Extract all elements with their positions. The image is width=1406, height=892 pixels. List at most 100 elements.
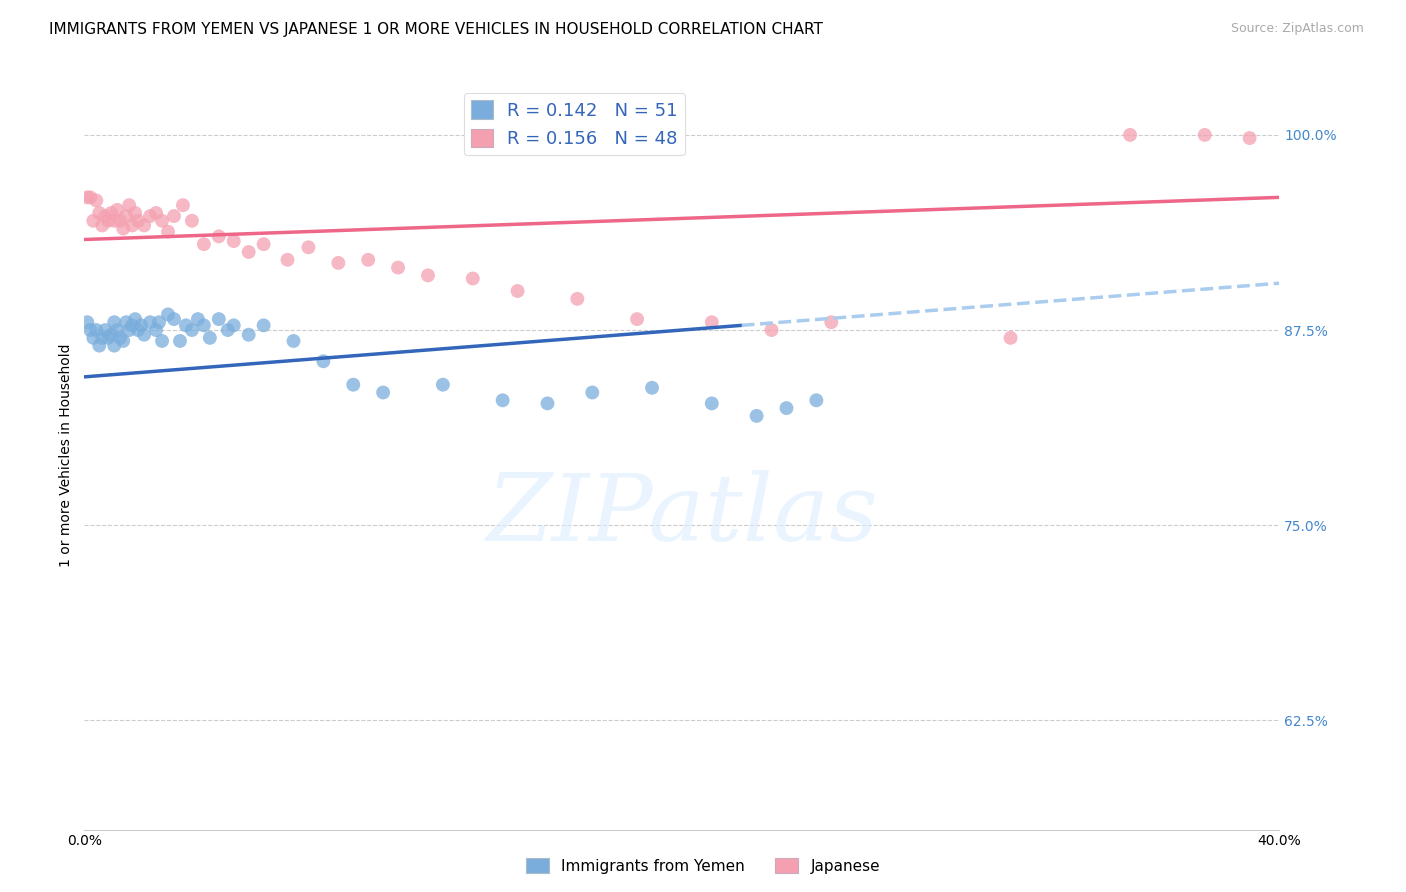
- Point: [89, 338, 111, 352]
- Point: [94, 209, 117, 223]
- Point: [432, 377, 454, 392]
- Point: [157, 307, 180, 321]
- Point: [373, 385, 395, 400]
- Point: [148, 315, 170, 329]
- Point: [169, 334, 191, 348]
- Point: [312, 354, 335, 368]
- Point: [145, 323, 167, 337]
- Point: [181, 213, 204, 227]
- Y-axis label: 1 or more Vehicles in Household: 1 or more Vehicles in Household: [59, 343, 73, 566]
- Point: [86, 194, 108, 208]
- Point: [86, 323, 108, 337]
- Point: [150, 213, 173, 227]
- Point: [91, 331, 114, 345]
- Point: [132, 219, 156, 233]
- Point: [222, 234, 245, 248]
- Point: [342, 377, 364, 392]
- Point: [82, 213, 104, 227]
- Point: [97, 331, 120, 345]
- Point: [112, 221, 135, 235]
- Text: ZIPatlas: ZIPatlas: [486, 470, 877, 560]
- Point: [1119, 128, 1142, 142]
- Point: [127, 323, 149, 337]
- Point: [100, 327, 122, 342]
- Point: [492, 393, 515, 408]
- Point: [761, 323, 783, 337]
- Point: [1194, 128, 1216, 142]
- Point: [118, 198, 141, 212]
- Point: [700, 396, 723, 410]
- Point: [121, 219, 143, 233]
- Legend: R = 0.142   N = 51, R = 0.156   N = 48: R = 0.142 N = 51, R = 0.156 N = 48: [464, 93, 685, 155]
- Point: [277, 252, 299, 267]
- Point: [97, 213, 120, 227]
- Point: [357, 252, 380, 267]
- Point: [193, 318, 215, 333]
- Point: [193, 237, 215, 252]
- Point: [328, 256, 350, 270]
- Point: [253, 318, 276, 333]
- Point: [105, 323, 128, 337]
- Point: [700, 315, 723, 329]
- Point: [79, 323, 101, 337]
- Point: [222, 318, 245, 333]
- Point: [238, 244, 260, 259]
- Point: [121, 318, 143, 333]
- Point: [157, 225, 180, 239]
- Point: [115, 315, 138, 329]
- Point: [100, 206, 122, 220]
- Point: [129, 318, 152, 333]
- Point: [76, 315, 98, 329]
- Point: [150, 334, 173, 348]
- Point: [581, 385, 603, 400]
- Point: [208, 229, 231, 244]
- Text: Source: ZipAtlas.com: Source: ZipAtlas.com: [1230, 22, 1364, 36]
- Point: [105, 202, 128, 217]
- Point: [124, 312, 146, 326]
- Point: [103, 213, 125, 227]
- Point: [139, 209, 162, 223]
- Point: [139, 315, 162, 329]
- Point: [775, 401, 797, 416]
- Point: [110, 213, 132, 227]
- Point: [820, 315, 842, 329]
- Point: [79, 190, 101, 204]
- Point: [253, 237, 276, 252]
- Point: [82, 331, 104, 345]
- Point: [297, 240, 319, 254]
- Point: [110, 331, 132, 345]
- Point: [506, 284, 529, 298]
- Point: [217, 323, 239, 337]
- Point: [238, 327, 260, 342]
- Point: [127, 213, 149, 227]
- Point: [641, 381, 664, 395]
- Point: [461, 271, 484, 285]
- Point: [626, 312, 648, 326]
- Point: [187, 312, 209, 326]
- Point: [163, 312, 186, 326]
- Point: [567, 292, 589, 306]
- Legend: Immigrants from Yemen, Japanese: Immigrants from Yemen, Japanese: [520, 852, 886, 880]
- Point: [103, 315, 125, 329]
- Point: [76, 190, 98, 204]
- Point: [1000, 331, 1022, 345]
- Point: [94, 323, 117, 337]
- Point: [416, 268, 439, 283]
- Point: [91, 219, 114, 233]
- Point: [174, 318, 197, 333]
- Text: IMMIGRANTS FROM YEMEN VS JAPANESE 1 OR MORE VEHICLES IN HOUSEHOLD CORRELATION CH: IMMIGRANTS FROM YEMEN VS JAPANESE 1 OR M…: [49, 22, 823, 37]
- Point: [89, 206, 111, 220]
- Point: [198, 331, 221, 345]
- Point: [745, 409, 768, 423]
- Point: [145, 206, 167, 220]
- Point: [181, 323, 204, 337]
- Point: [387, 260, 409, 275]
- Point: [103, 338, 125, 352]
- Point: [536, 396, 558, 410]
- Point: [118, 323, 141, 337]
- Point: [115, 209, 138, 223]
- Point: [283, 334, 305, 348]
- Point: [208, 312, 231, 326]
- Point: [112, 334, 135, 348]
- Point: [163, 209, 186, 223]
